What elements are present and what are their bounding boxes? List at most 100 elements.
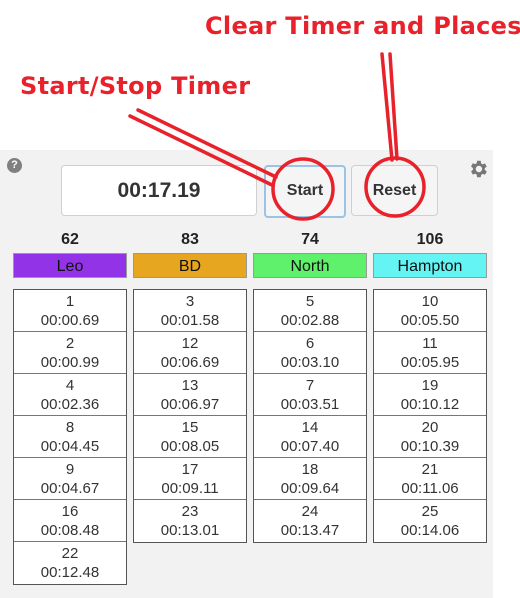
place-time: 00:04.67 bbox=[40, 480, 100, 497]
place-number: 13 bbox=[181, 377, 199, 394]
place-time: 00:00.99 bbox=[40, 354, 100, 371]
place-entry[interactable]: 2 00:00.99 bbox=[14, 332, 126, 374]
place-entry[interactable]: 18 00:09.64 bbox=[254, 458, 366, 500]
place-entry[interactable]: 13 00:06.97 bbox=[134, 374, 246, 416]
place-entry[interactable]: 7 00:03.51 bbox=[254, 374, 366, 416]
place-time: 00:13.47 bbox=[280, 522, 340, 539]
place-time: 00:03.10 bbox=[280, 354, 340, 371]
place-number: 6 bbox=[305, 335, 315, 352]
place-entry[interactable]: 16 00:08.48 bbox=[14, 500, 126, 542]
place-time: 00:03.51 bbox=[280, 396, 340, 413]
place-number: 15 bbox=[181, 419, 199, 436]
place-time: 00:04.45 bbox=[40, 438, 100, 455]
place-number: 5 bbox=[305, 293, 315, 310]
place-entry[interactable]: 8 00:04.45 bbox=[14, 416, 126, 458]
place-entry[interactable]: 5 00:02.88 bbox=[254, 290, 366, 332]
annotation-start-stop: Start/Stop Timer bbox=[20, 72, 251, 100]
team-score: 106 bbox=[416, 231, 444, 248]
place-entry[interactable]: 12 00:06.69 bbox=[134, 332, 246, 374]
place-entry[interactable]: 23 00:13.01 bbox=[134, 500, 246, 542]
place-entry[interactable]: 21 00:11.06 bbox=[374, 458, 486, 500]
place-entry[interactable]: 10 00:05.50 bbox=[374, 290, 486, 332]
place-time: 00:12.48 bbox=[40, 564, 100, 581]
place-entry[interactable]: 15 00:08.05 bbox=[134, 416, 246, 458]
place-time: 00:05.95 bbox=[400, 354, 460, 371]
place-number: 20 bbox=[421, 419, 439, 436]
place-time: 00:05.50 bbox=[400, 312, 460, 329]
place-number: 14 bbox=[301, 419, 319, 436]
start-button[interactable]: Start bbox=[264, 165, 346, 218]
team-score: 83 bbox=[181, 231, 199, 248]
place-number: 9 bbox=[65, 461, 75, 478]
place-time: 00:06.97 bbox=[160, 396, 220, 413]
place-time: 00:11.06 bbox=[401, 480, 459, 497]
place-time: 00:10.39 bbox=[400, 438, 460, 455]
places-list: 1 00:00.69 2 00:00.99 4 00:02.36 8 00:04.45 9 00:… bbox=[13, 289, 127, 585]
place-time: 00:10.12 bbox=[400, 396, 460, 413]
team-column-hampton: 106 Hampton 10 00:05.50 11 00:05.95 19 00:10.12… bbox=[373, 230, 487, 543]
help-icon[interactable]: ? bbox=[7, 158, 22, 173]
timer-panel: ? 00:17.19 Start Reset 62 Leo 1 00:00.69 2 00… bbox=[0, 150, 493, 598]
reset-pointer-line-b bbox=[380, 52, 394, 162]
place-entry[interactable]: 1 00:00.69 bbox=[14, 290, 126, 332]
place-entry[interactable]: 19 00:10.12 bbox=[374, 374, 486, 416]
place-time: 00:02.88 bbox=[280, 312, 340, 329]
team-name-button[interactable]: Hampton bbox=[373, 253, 487, 278]
annotation-clear-timer: Clear Timer and Places bbox=[205, 12, 520, 40]
place-entry[interactable]: 4 00:02.36 bbox=[14, 374, 126, 416]
timer-display: 00:17.19 bbox=[61, 165, 257, 216]
gear-icon[interactable] bbox=[467, 158, 489, 180]
place-time: 00:08.48 bbox=[40, 522, 100, 539]
place-time: 00:06.69 bbox=[160, 354, 220, 371]
place-number: 7 bbox=[305, 377, 315, 394]
places-list: 5 00:02.88 6 00:03.10 7 00:03.51 14 00:07.40 18 0… bbox=[253, 289, 367, 543]
places-list: 3 00:01.58 12 00:06.69 13 00:06.97 15 00:08.05 1… bbox=[133, 289, 247, 543]
place-number: 22 bbox=[61, 545, 79, 562]
place-time: 00:07.40 bbox=[280, 438, 340, 455]
place-number: 24 bbox=[301, 503, 319, 520]
place-number: 18 bbox=[301, 461, 319, 478]
place-entry[interactable]: 14 00:07.40 bbox=[254, 416, 366, 458]
place-entry[interactable]: 3 00:01.58 bbox=[134, 290, 246, 332]
place-number: 21 bbox=[421, 461, 439, 478]
place-number: 4 bbox=[65, 377, 75, 394]
team-score: 62 bbox=[61, 231, 79, 248]
place-entry[interactable]: 17 00:09.11 bbox=[134, 458, 246, 500]
place-time: 00:01.58 bbox=[160, 312, 220, 329]
place-number: 12 bbox=[181, 335, 199, 352]
place-number: 25 bbox=[421, 503, 439, 520]
reset-pointer-line-a bbox=[388, 52, 399, 161]
place-time: 00:02.36 bbox=[40, 396, 100, 413]
place-number: 19 bbox=[421, 377, 439, 394]
place-number: 3 bbox=[185, 293, 195, 310]
place-time: 00:13.01 bbox=[160, 522, 220, 539]
team-score: 74 bbox=[301, 231, 319, 248]
place-number: 1 bbox=[65, 293, 75, 310]
team-name-button[interactable]: BD bbox=[133, 253, 247, 278]
reset-button[interactable]: Reset bbox=[351, 165, 438, 216]
places-list: 10 00:05.50 11 00:05.95 19 00:10.12 20 00:10.39… bbox=[373, 289, 487, 543]
place-number: 10 bbox=[421, 293, 439, 310]
place-entry[interactable]: 25 00:14.06 bbox=[374, 500, 486, 542]
place-entry[interactable]: 24 00:13.47 bbox=[254, 500, 366, 542]
place-time: 00:09.11 bbox=[161, 480, 219, 497]
place-entry[interactable]: 9 00:04.67 bbox=[14, 458, 126, 500]
place-number: 16 bbox=[61, 503, 79, 520]
team-column-bd: 83 BD 3 00:01.58 12 00:06.69 13 00:06.97 15 00:08… bbox=[133, 230, 247, 543]
place-number: 23 bbox=[181, 503, 199, 520]
team-name-button[interactable]: Leo bbox=[13, 253, 127, 278]
place-number: 8 bbox=[65, 419, 75, 436]
place-time: 00:00.69 bbox=[40, 312, 100, 329]
place-number: 11 bbox=[422, 335, 438, 352]
place-number: 2 bbox=[65, 335, 75, 352]
place-entry[interactable]: 22 00:12.48 bbox=[14, 542, 126, 584]
place-time: 00:09.64 bbox=[280, 480, 340, 497]
team-name-button[interactable]: North bbox=[253, 253, 367, 278]
team-column-north: 74 North 5 00:02.88 6 00:03.10 7 00:03.51 14 00:0… bbox=[253, 230, 367, 543]
place-time: 00:08.05 bbox=[160, 438, 220, 455]
place-entry[interactable]: 11 00:05.95 bbox=[374, 332, 486, 374]
place-entry[interactable]: 20 00:10.39 bbox=[374, 416, 486, 458]
place-number: 17 bbox=[181, 461, 199, 478]
team-column-leo: 62 Leo 1 00:00.69 2 00:00.99 4 00:02.36 8 00:04.4… bbox=[13, 230, 127, 585]
place-entry[interactable]: 6 00:03.10 bbox=[254, 332, 366, 374]
